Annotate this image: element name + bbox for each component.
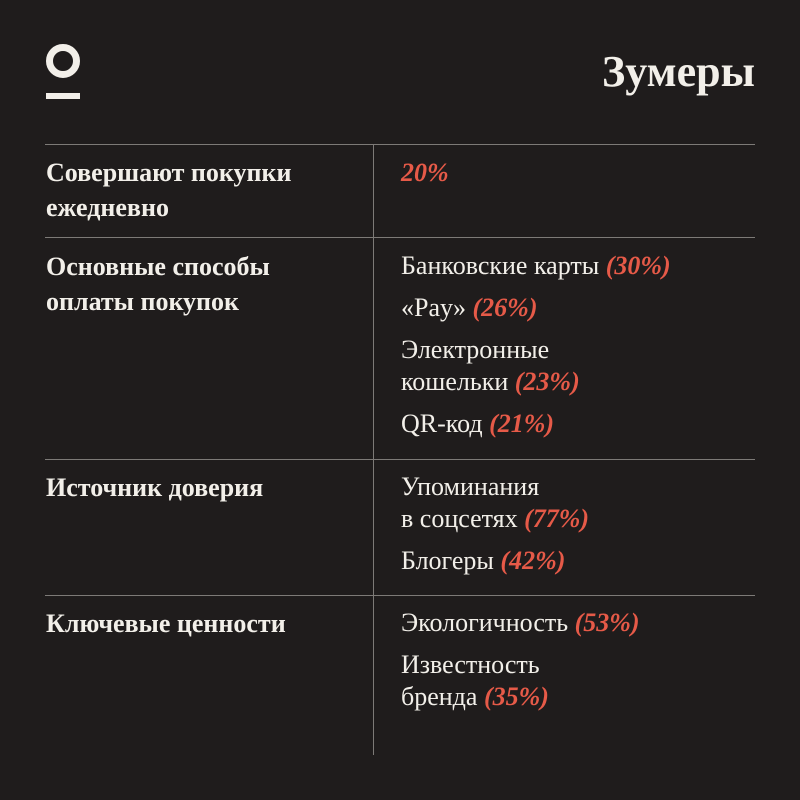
percent-value: (35%) (483, 682, 549, 711)
row-divider (45, 595, 755, 596)
row-divider (45, 237, 755, 238)
row-value-daily-purchases: 20% (401, 157, 761, 199)
column-divider (373, 145, 374, 755)
row-label-daily-purchases: Совершают покупки ежедневно (46, 155, 366, 225)
item-text: кошельки (401, 367, 509, 396)
row-divider (45, 459, 755, 460)
item-text: QR-код (401, 409, 483, 438)
row-value-payment-methods: Банковские карты (30%) «Pay» (26%) Элект… (401, 250, 761, 450)
item-text: Электронные (401, 335, 550, 364)
row-label-line: оплаты покупок (46, 287, 240, 316)
row-label-line: Совершают покупки (46, 158, 292, 187)
logo-mark-icon (46, 44, 80, 102)
row-label-trust-source: Источник доверия (46, 470, 366, 505)
row-label-line: Источник доверия (46, 473, 264, 502)
row-label-key-values: Ключевые ценности (46, 606, 366, 641)
row-label-line: ежедневно (46, 193, 169, 222)
row-value-key-values: Экологичность (53%) Известность бренда (… (401, 607, 761, 723)
row-label-line: Основные способы (46, 252, 270, 281)
percent-value: (26%) (472, 293, 538, 322)
item-text: «Pay» (401, 293, 466, 322)
list-item: Экологичность (53%) (401, 607, 761, 639)
percent-value: (42%) (500, 546, 566, 575)
item-text: Экологичность (401, 608, 569, 637)
percent-value: (21%) (489, 409, 555, 438)
list-item: 20% (401, 157, 761, 189)
list-item: Упоминания в соцсетях (77%) (401, 471, 761, 535)
item-text: Упоминания (401, 472, 540, 501)
item-text: в соцсетях (401, 504, 518, 533)
percent-value: (77%) (524, 504, 590, 533)
page-title: Зумеры (602, 47, 755, 96)
item-text: бренда (401, 682, 478, 711)
list-item: Электронные кошельки (23%) (401, 334, 761, 398)
row-value-trust-source: Упоминания в соцсетях (77%) Блогеры (42%… (401, 471, 761, 587)
row-label-line: Ключевые ценности (46, 609, 286, 638)
percent-value: (53%) (574, 608, 640, 637)
logo-ring (46, 44, 80, 78)
list-item: QR-код (21%) (401, 408, 761, 440)
list-item: Известность бренда (35%) (401, 649, 761, 713)
row-label-payment-methods: Основные способы оплаты покупок (46, 249, 366, 319)
item-text: Банковские карты (401, 251, 600, 280)
item-text: Известность (401, 650, 540, 679)
item-text: Блогеры (401, 546, 494, 575)
logo-bar (46, 93, 80, 99)
percent-value: (23%) (514, 367, 580, 396)
row-divider (45, 144, 755, 145)
percent-value: 20% (401, 158, 449, 187)
percent-value: (30%) (605, 251, 671, 280)
list-item: Блогеры (42%) (401, 545, 761, 577)
list-item: «Pay» (26%) (401, 292, 761, 324)
list-item: Банковские карты (30%) (401, 250, 761, 282)
